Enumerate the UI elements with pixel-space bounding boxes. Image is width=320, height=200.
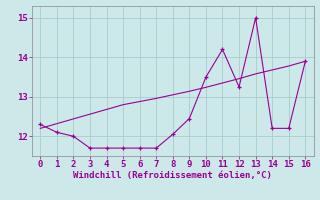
X-axis label: Windchill (Refroidissement éolien,°C): Windchill (Refroidissement éolien,°C) bbox=[73, 171, 272, 180]
